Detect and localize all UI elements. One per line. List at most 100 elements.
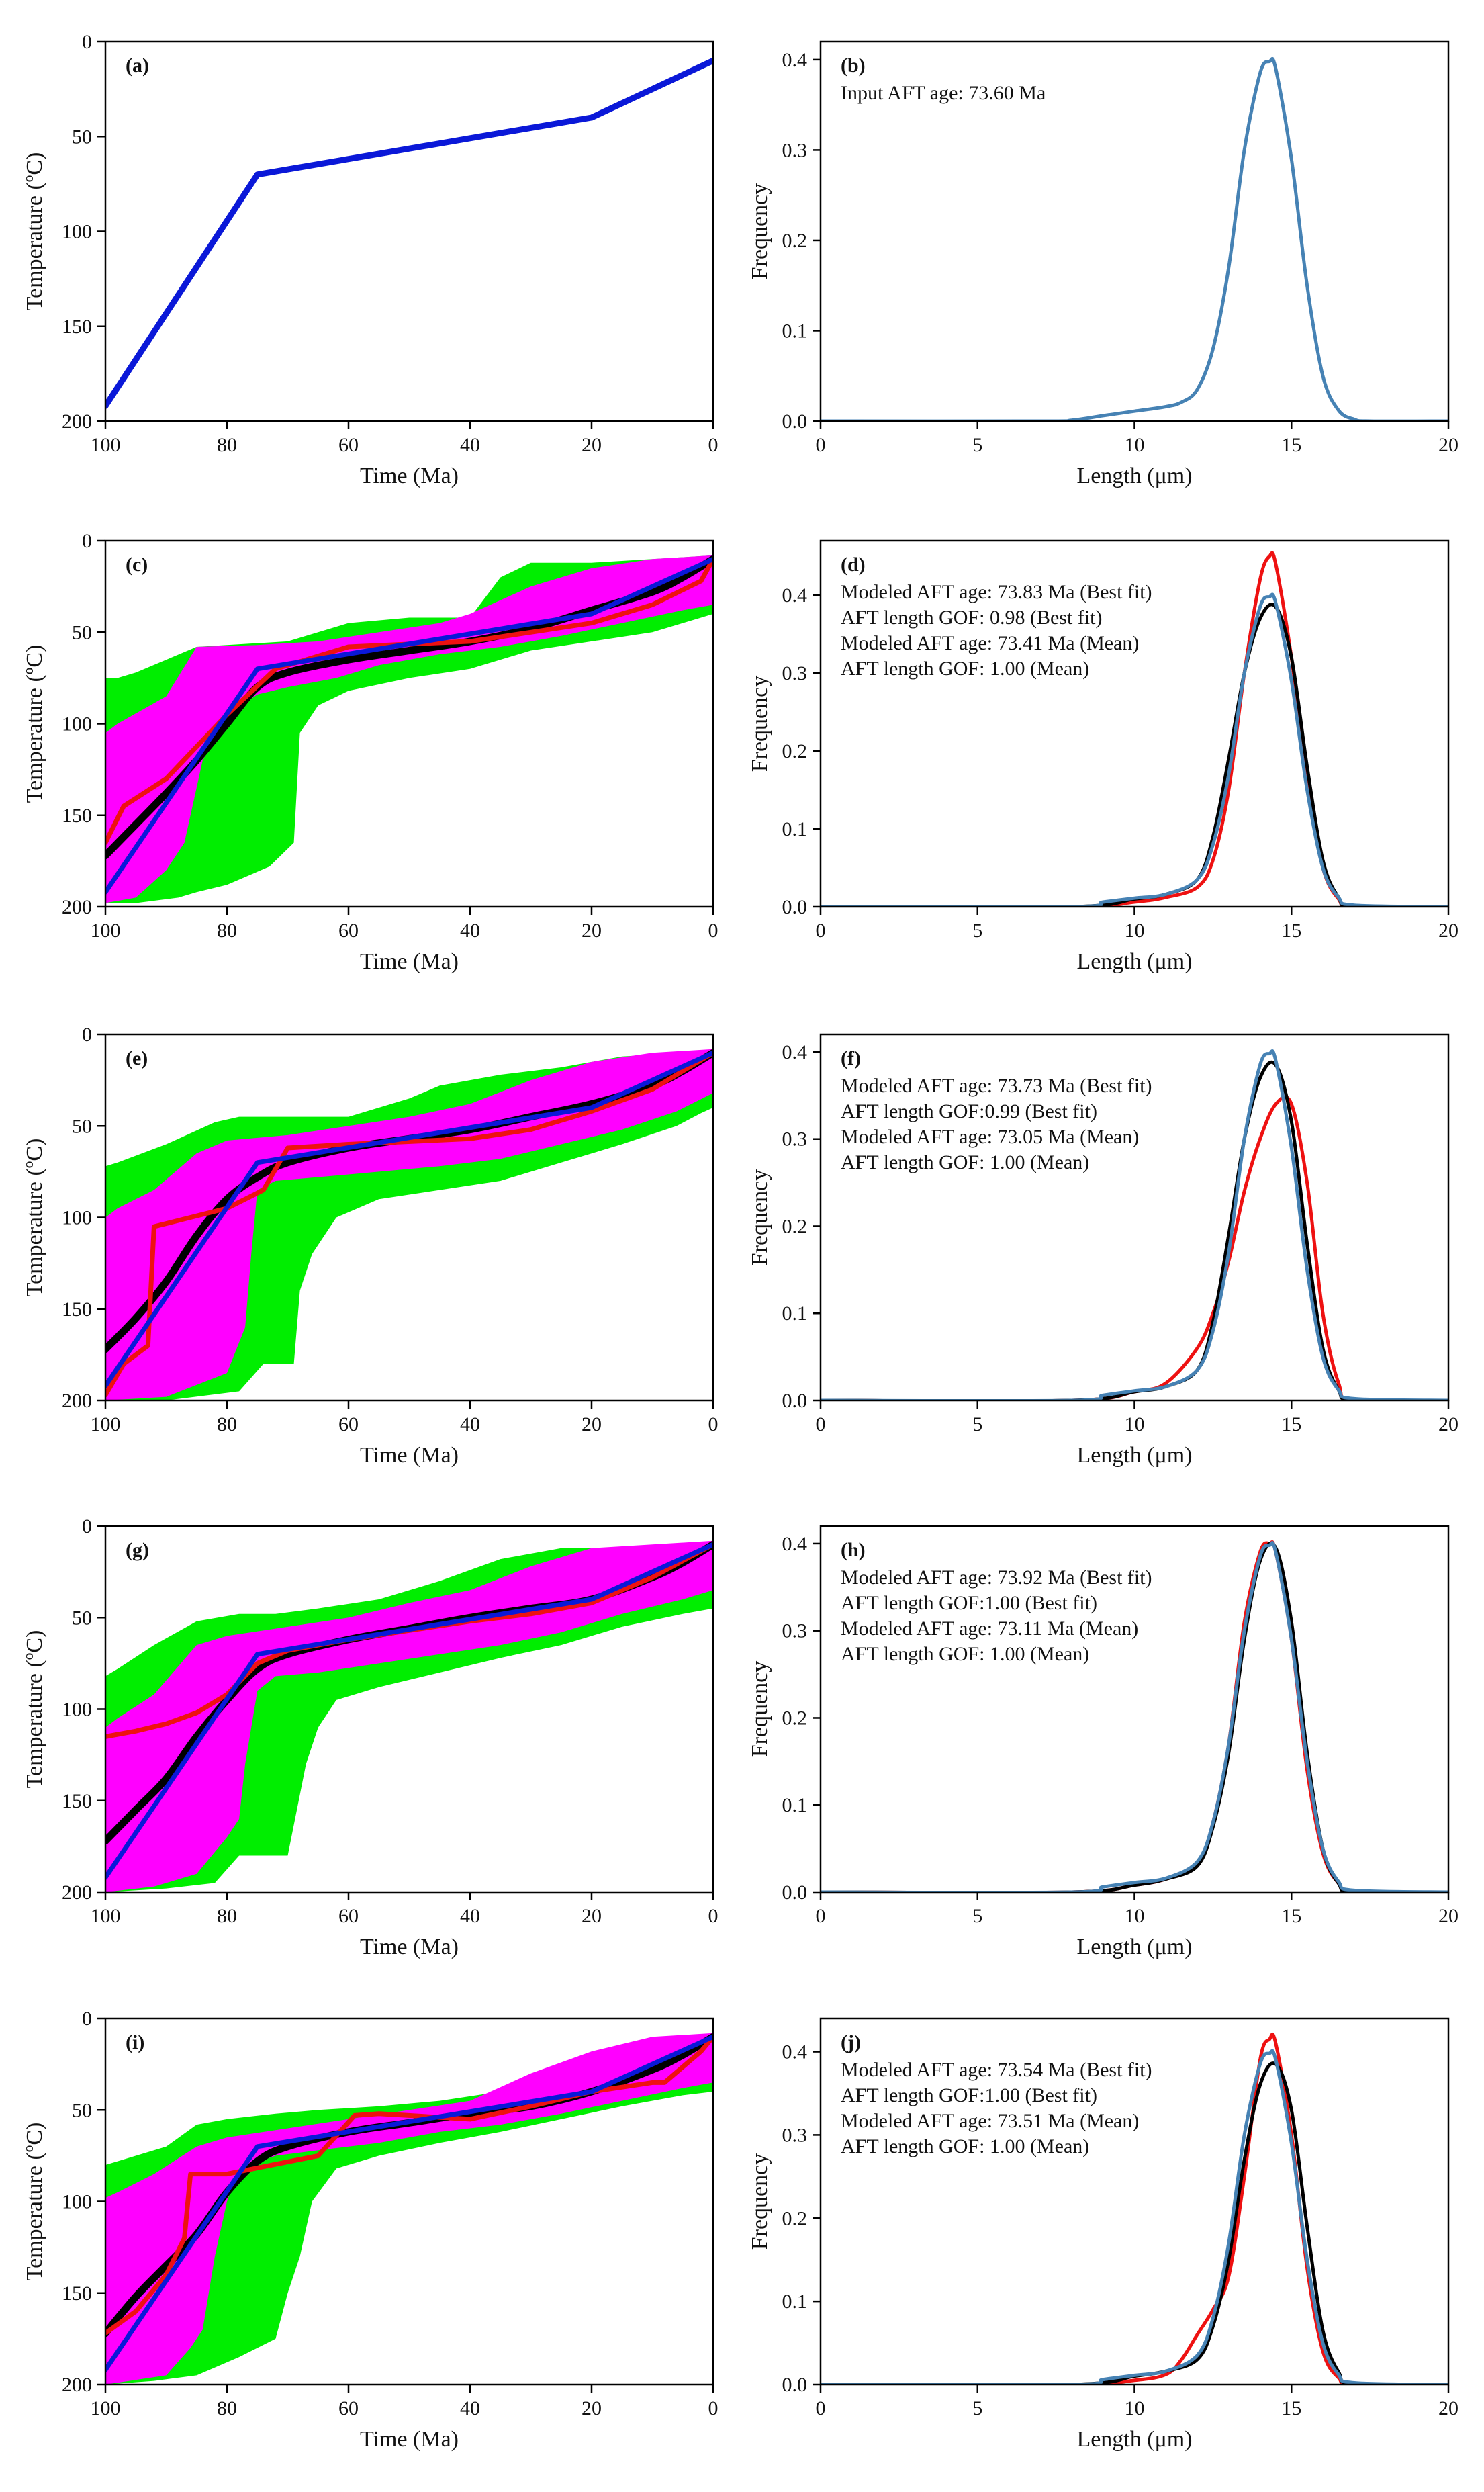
panel-label: (d) [841, 553, 866, 576]
x-axis-title: Time (Ma) [360, 1934, 459, 1959]
y-axis-title: Frequency [747, 183, 772, 280]
x-axis-title: Length (μm) [1076, 1934, 1192, 1959]
x-tick-label: 0 [708, 1413, 718, 1435]
plot-area [105, 2033, 713, 2385]
x-tick-label: 60 [338, 920, 359, 942]
x-tick-label: 0 [816, 1905, 826, 1927]
y-tick-label: 0 [82, 31, 92, 53]
y-tick-label: 50 [72, 1115, 92, 1137]
y-tick-label: 100 [62, 2191, 92, 2213]
input-series-h [821, 1541, 1448, 1892]
x-tick-label: 100 [91, 1905, 121, 1927]
x-tick-label: 40 [460, 1905, 480, 1927]
y-tick-label: 0.2 [782, 740, 808, 762]
x-tick-label: 40 [460, 920, 480, 942]
x-tick-label: 20 [1438, 920, 1458, 942]
y-tick-label: 0.2 [782, 1707, 808, 1729]
x-tick-label: 100 [91, 1413, 121, 1435]
x-tick-label: 80 [217, 920, 237, 942]
x-tick-label: 100 [91, 434, 121, 456]
x-tick-label: 20 [582, 1905, 602, 1927]
x-tick-label: 100 [91, 2397, 121, 2419]
y-tick-label: 100 [62, 1207, 92, 1229]
y-tick-label: 0.3 [782, 2124, 808, 2146]
panel-f: 0 5 10 15 20 0.0 0.1 0.2 0.3 0.4 Length (μm) Freque… [747, 1033, 1458, 1468]
y-axis-title: Temperature (ºC) [22, 2123, 47, 2281]
x-tick-label: 60 [338, 434, 359, 456]
annotation-line: Modeled AFT age: 73.92 Ma (Best fit) [841, 1566, 1152, 1589]
y-tick-label: 200 [62, 896, 92, 918]
x-axis-title: Length (μm) [1076, 1443, 1192, 1468]
x-tick-label: 5 [972, 920, 982, 942]
y-tick-label: 0.2 [782, 230, 808, 252]
input-series-c [105, 556, 713, 895]
y-tick-label: 50 [72, 621, 92, 643]
panel-label: (h) [841, 1539, 866, 1561]
x-tick-label: 15 [1281, 434, 1301, 456]
plot-area [821, 551, 1448, 907]
y-tick-label: 200 [62, 410, 92, 433]
y-tick-label: 0.1 [782, 320, 808, 342]
annotation-line: Modeled AFT age: 73.51 Ma (Mean) [841, 2110, 1139, 2132]
x-tick-label: 5 [972, 1413, 982, 1435]
annotation-line: AFT length GOF: 1.00 (Mean) [841, 658, 1089, 680]
x-tick-label: 10 [1125, 1905, 1145, 1927]
x-axis-title: Length (μm) [1076, 463, 1192, 488]
x-tick-label: 10 [1125, 434, 1145, 456]
annotation-line: AFT length GOF: 0.98 (Best fit) [841, 607, 1102, 629]
annotation-line: Modeled AFT age: 73.05 Ma (Mean) [841, 1126, 1139, 1148]
x-tick-label: 20 [582, 920, 602, 942]
input-series-i [105, 2034, 713, 2372]
y-tick-label: 100 [62, 221, 92, 243]
input-series-b [821, 56, 1448, 421]
plot-area [105, 1049, 713, 1400]
y-tick-label: 150 [62, 805, 92, 827]
x-tick-label: 20 [582, 2397, 602, 2419]
panel-label: (j) [841, 2031, 861, 2053]
input-series-a [105, 57, 713, 409]
x-axis-title: Length (μm) [1076, 2427, 1192, 2452]
panel-label: (b) [841, 54, 866, 77]
x-tick-label: 100 [91, 920, 121, 942]
y-axis-title: Temperature (ºC) [22, 1139, 47, 1297]
annotation-line: AFT length GOF: 1.00 (Mean) [841, 1151, 1089, 1173]
y-tick-label: 200 [62, 1881, 92, 1904]
x-tick-label: 0 [816, 2397, 826, 2419]
x-tick-label: 20 [582, 434, 602, 456]
y-axis-title: Frequency [747, 1169, 772, 1266]
y-tick-label: 200 [62, 1390, 92, 1412]
acceptable-envelope-i [105, 2033, 713, 2385]
y-tick-label: 0.0 [782, 410, 808, 433]
annotation-line: AFT length GOF:1.00 (Best fit) [841, 1592, 1097, 1614]
x-tick-label: 0 [816, 1413, 826, 1435]
plot-area [821, 1540, 1448, 1892]
y-tick-label: 0.4 [782, 1533, 808, 1555]
y-tick-label: 0 [82, 1024, 92, 1046]
y-tick-label: 50 [72, 2099, 92, 2121]
x-tick-label: 20 [1438, 434, 1458, 456]
y-tick-label: 150 [62, 2282, 92, 2305]
annotation-line: AFT length GOF:0.99 (Best fit) [841, 1100, 1097, 1122]
plot-frame [104, 40, 714, 422]
x-tick-label: 0 [708, 920, 718, 942]
panel-j: 0 5 10 15 20 0.0 0.1 0.2 0.3 0.4 Length (μm) Freque… [747, 2017, 1458, 2452]
x-tick-label: 40 [460, 434, 480, 456]
panel-label: (a) [126, 54, 149, 77]
y-tick-label: 0 [82, 1515, 92, 1538]
x-tick-label: 15 [1281, 1413, 1301, 1435]
y-tick-label: 150 [62, 316, 92, 338]
x-tick-label: 40 [460, 1413, 480, 1435]
y-tick-label: 0.0 [782, 1881, 808, 1904]
y-tick-label: 0.3 [782, 139, 808, 161]
x-tick-label: 80 [217, 2397, 237, 2419]
y-tick-label: 0.4 [782, 584, 808, 607]
x-tick-label: 10 [1125, 920, 1145, 942]
y-tick-label: 50 [72, 1607, 92, 1629]
panel-label: (e) [126, 1047, 148, 1069]
input-series-f [821, 1049, 1448, 1400]
